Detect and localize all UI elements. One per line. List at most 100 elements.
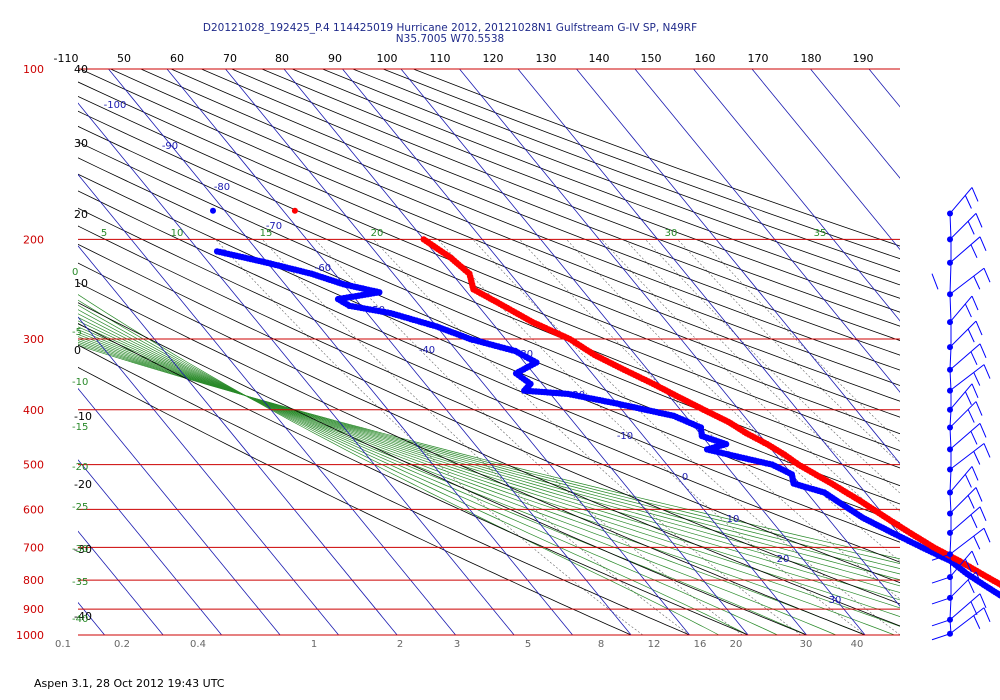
dry-adiabat-line [201, 69, 900, 341]
top-temp-tick-label: 140 [589, 52, 610, 65]
wind-barb-flag [967, 221, 975, 235]
dry-adiabat-line [78, 282, 866, 635]
wind-barb-flag [970, 514, 978, 529]
top-temp-tick-label: 130 [536, 52, 557, 65]
dry-adiabats [78, 69, 900, 635]
isotherm-label: -60 [315, 263, 331, 274]
dry-adiabat-line [78, 96, 900, 435]
wind-barb-flag [967, 495, 975, 509]
dry-adiabat-line [413, 69, 900, 247]
dry-adiabat-line [78, 141, 900, 487]
top-temp-tick-label: 80 [275, 52, 289, 65]
wind-barb-shaft [949, 187, 973, 214]
mixing-ratio-line [373, 239, 801, 635]
top-temp-tick-label: 170 [748, 52, 769, 65]
mixing-ratio-line [645, 239, 900, 494]
isotherms [78, 69, 900, 635]
isotherm-line [459, 69, 900, 607]
dry-adiabat-line [78, 190, 900, 543]
wind-barb-shaft [931, 633, 951, 641]
wind-barb-flag [975, 487, 983, 502]
dry-adiabat-label: -40 [72, 614, 88, 625]
dry-adiabat-label: -10 [72, 377, 88, 388]
wind-barb-shaft [949, 423, 981, 450]
pressure-tick-label: 500 [23, 459, 44, 472]
dry-adiabat-line [78, 262, 900, 627]
moist-adiabat-label: 15 [260, 228, 273, 239]
mixing-ratio-line [215, 239, 643, 635]
wind-barb-flag [971, 550, 979, 566]
wind-barb-flag [971, 466, 979, 481]
wind-barb-shaft [949, 364, 985, 391]
wind-barb-shaft [949, 487, 977, 514]
wind-barb-flag [983, 268, 991, 283]
wind-barb-flag [979, 506, 987, 522]
wind-barb-flag [970, 244, 978, 259]
pressure-tick-label: 400 [23, 404, 44, 417]
footer-text: Aspen 3.1, 28 Oct 2012 19:43 UTC [34, 677, 225, 690]
mixing-ratio-label: 5 [525, 639, 531, 650]
dry-adiabat-line [231, 69, 900, 327]
mixing-ratio-label: 0.4 [190, 639, 206, 650]
isotherm-line [78, 316, 339, 635]
isotherm-line [78, 459, 222, 635]
mixing-ratio-line [437, 239, 866, 635]
mixing-ratio-label: 20 [730, 639, 743, 650]
mixing-ratio-label: 40 [851, 639, 864, 650]
wind-barb-flag [964, 558, 972, 573]
mixing-ratio-label: 3 [454, 639, 460, 650]
mixing-ratio-line [624, 239, 900, 512]
wind-barb-shaft [949, 401, 977, 428]
left-temp-tick-label: -10 [74, 410, 92, 423]
wind-barb-shaft [949, 527, 985, 555]
dry-adiabat-line [78, 366, 632, 635]
wind-barb-flag [967, 409, 975, 423]
top-temp-tick-label: -110 [54, 52, 79, 65]
mixing-ratio-line [566, 239, 900, 562]
dry-adiabat-line [78, 207, 900, 563]
mixing-ratio-line [472, 239, 900, 635]
isotherm-line [517, 69, 900, 536]
wind-barb-flag [979, 343, 987, 359]
isotherm-label: -10 [617, 431, 633, 442]
top-temp-tick-label: 120 [483, 52, 504, 65]
wind-barb-flag [973, 276, 981, 290]
isotherm-line [225, 69, 690, 635]
moist-adiabat-line [78, 299, 749, 635]
wind-barb-shaft [949, 571, 977, 599]
dry-adiabat-line [78, 81, 900, 418]
pressure-tick-label: 600 [23, 503, 44, 516]
wind-barb-flag [983, 364, 991, 379]
isotherm-line [166, 69, 632, 635]
mixing-ratio-label: 12 [648, 639, 661, 650]
wind-barb-flag [970, 431, 978, 445]
dry-adiabat-label: 0 [72, 267, 78, 278]
wind-barb-flag [970, 351, 978, 366]
moist-adiabat-line [78, 323, 900, 627]
isotherm-label: -100 [104, 100, 127, 111]
isotherm-line [78, 387, 281, 635]
moist-adiabat-line [78, 317, 866, 635]
wind-barb-flag [971, 187, 979, 202]
wind-barb-flag [971, 383, 979, 398]
wind-barb-shaft [949, 593, 981, 621]
dry-adiabat-line [78, 243, 900, 605]
wind-barb-staff [949, 213, 952, 634]
moist-adiabat-label: 20 [371, 228, 384, 239]
top-temp-tick-label: 180 [801, 52, 822, 65]
isotherm-line [576, 69, 900, 465]
top-temp-tick-label: 110 [430, 52, 451, 65]
isobars [78, 68, 900, 636]
moist-adiabat-label: 35 [814, 228, 827, 239]
wind-barb-flag [967, 579, 975, 594]
wind-barb-column [931, 187, 991, 641]
chart-title-line2: N35.7005 W70.5538 [395, 33, 505, 45]
wind-barb-shaft [949, 320, 977, 348]
isotherm-line [78, 173, 456, 635]
wind-barb-flag [967, 328, 975, 343]
isotherm-line [78, 245, 398, 635]
mixing-ratio-label: 0.1 [55, 639, 71, 650]
wind-barb-flag [971, 295, 979, 311]
isotherm-line [78, 530, 164, 635]
